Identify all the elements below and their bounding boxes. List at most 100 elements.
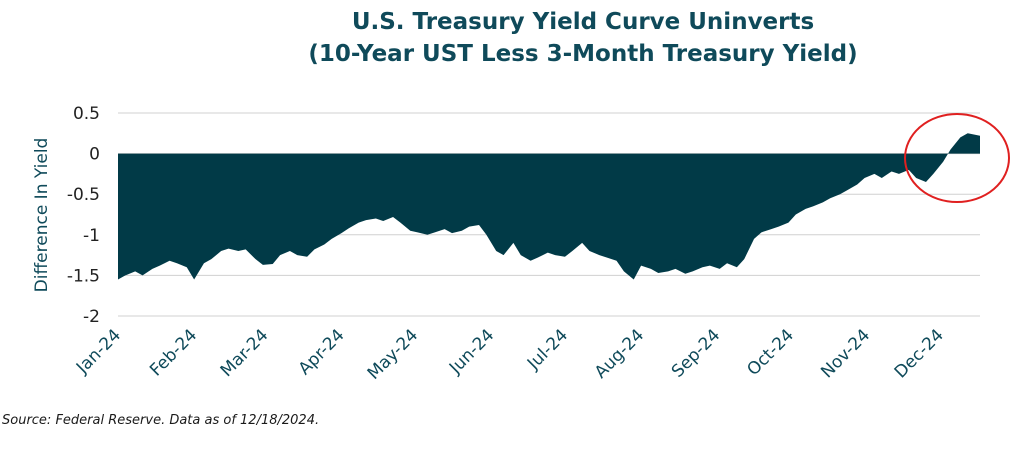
data-point — [658, 272, 659, 273]
data-point — [788, 222, 789, 223]
data-point — [702, 267, 703, 268]
y-tick-label: -1 — [83, 226, 100, 246]
data-point — [813, 206, 814, 207]
data-point — [410, 230, 411, 231]
data-point — [417, 232, 418, 233]
data-point — [633, 279, 634, 280]
x-tick-label: Mar-24 — [217, 325, 273, 381]
data-point — [668, 271, 669, 272]
y-tick-label: 0 — [89, 145, 100, 165]
source-note: Source: Federal Reserve. Data as of 12/1… — [2, 413, 320, 428]
data-point — [881, 177, 882, 178]
data-point — [280, 255, 281, 256]
data-point — [857, 184, 858, 185]
chart-subtitle: (10-Year UST Less 3-Month Treasury Yield… — [308, 41, 858, 67]
data-point — [709, 265, 710, 266]
data-point — [744, 259, 745, 260]
x-tick-label: Aug-24 — [591, 325, 648, 382]
x-tick-label: May-24 — [364, 325, 422, 383]
x-tick-label: Jan-24 — [72, 325, 125, 378]
data-point — [599, 255, 600, 256]
data-point — [307, 256, 308, 257]
y-tick-label: -2 — [83, 307, 100, 327]
data-point — [916, 177, 917, 178]
data-point — [778, 226, 779, 227]
data-point — [736, 267, 737, 268]
data-point — [469, 226, 470, 227]
data-point — [513, 242, 514, 243]
data-point — [238, 251, 239, 252]
x-tick-label: Jun-24 — [445, 325, 498, 378]
data-point — [805, 208, 806, 209]
highlight-circle — [904, 113, 1010, 203]
x-tick-label: Jul-24 — [523, 325, 572, 374]
y-axis-title: Difference In Yield — [32, 138, 52, 293]
data-point — [434, 232, 435, 233]
data-point — [623, 271, 624, 272]
data-point — [520, 255, 521, 256]
data-point — [950, 149, 951, 150]
data-point — [891, 171, 892, 172]
data-point — [228, 248, 229, 249]
data-point — [427, 234, 428, 235]
data-point — [135, 271, 136, 272]
data-point — [341, 233, 342, 234]
data-point — [719, 268, 720, 269]
x-tick-label: Nov-24 — [817, 325, 874, 382]
data-point — [314, 249, 315, 250]
data-point — [142, 275, 143, 276]
data-point — [692, 271, 693, 272]
data-point — [272, 264, 273, 265]
data-point — [980, 135, 981, 136]
data-point — [461, 230, 462, 231]
data-point — [771, 229, 772, 230]
data-point — [118, 279, 119, 280]
data-point — [375, 218, 376, 219]
data-point — [943, 161, 944, 162]
data-point — [761, 232, 762, 233]
data-point — [255, 259, 256, 260]
data-point — [727, 263, 728, 264]
data-point — [503, 255, 504, 256]
data-point — [589, 251, 590, 252]
data-point — [564, 256, 565, 257]
data-point — [486, 234, 487, 235]
data-point — [203, 263, 204, 264]
x-tick-label: Feb-24 — [146, 325, 201, 380]
data-point — [874, 173, 875, 174]
data-point — [822, 202, 823, 203]
data-point — [864, 177, 865, 178]
data-point — [400, 222, 401, 223]
data-point — [358, 222, 359, 223]
y-tick-label: 0.5 — [73, 104, 100, 124]
data-point — [152, 268, 153, 269]
x-tick-label: Oct-24 — [743, 325, 798, 380]
data-point — [933, 173, 934, 174]
x-tick-label: Apr-24 — [295, 325, 349, 379]
data-point — [685, 273, 686, 274]
data-point — [530, 260, 531, 261]
chart-title-line-1: U.S. Treasury Yield Curve Uninverts — [351, 9, 815, 35]
y-tick-label: -0.5 — [67, 185, 100, 205]
data-point — [547, 252, 548, 253]
data-point — [297, 255, 298, 256]
data-point — [479, 225, 480, 226]
data-point — [925, 182, 926, 183]
data-point — [795, 214, 796, 215]
data-point — [383, 221, 384, 222]
data-point — [289, 251, 290, 252]
data-point — [847, 190, 848, 191]
data-point — [606, 257, 607, 258]
annotation-layer — [904, 113, 1010, 203]
data-point — [366, 220, 367, 221]
data-point — [675, 268, 676, 269]
data-point — [555, 255, 556, 256]
data-point — [960, 137, 961, 138]
data-point — [616, 260, 617, 261]
data-point — [496, 251, 497, 252]
data-point — [967, 133, 968, 134]
data-point — [444, 229, 445, 230]
data-point — [537, 257, 538, 258]
x-tick-label: Sep-24 — [668, 325, 724, 381]
y-tick-label: -1.5 — [67, 266, 100, 286]
